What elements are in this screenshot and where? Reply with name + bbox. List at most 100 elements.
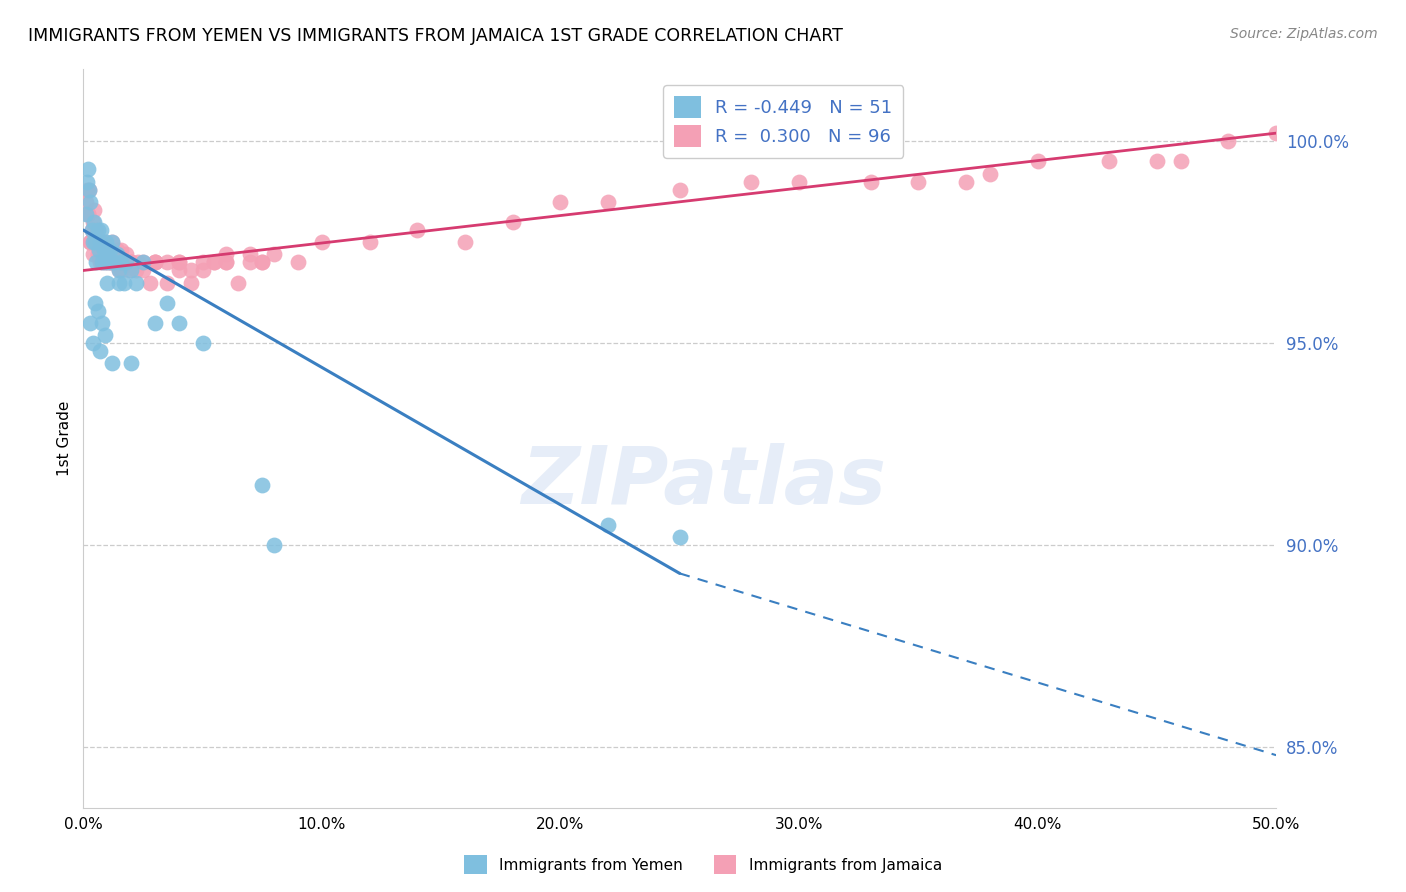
Point: [454, 235, 477, 250]
Point: [79, 235, 101, 250]
Point: [115, 247, 138, 261]
Point: [263, 538, 285, 552]
Point: [110, 263, 132, 277]
Point: [406, 223, 429, 237]
Point: [77, 207, 100, 221]
Point: [80, 223, 103, 237]
Point: [86, 223, 108, 237]
Point: [143, 255, 166, 269]
Point: [108, 263, 131, 277]
Point: [93, 244, 115, 258]
Point: [77, 162, 100, 177]
Point: [76, 175, 98, 189]
Point: [101, 235, 124, 250]
Point: [1218, 134, 1240, 148]
Point: [250, 255, 273, 269]
Point: [103, 255, 125, 269]
Point: [80, 223, 103, 237]
Point: [96, 247, 118, 261]
Point: [110, 244, 132, 258]
Point: [112, 255, 135, 269]
Point: [263, 247, 285, 261]
Point: [1146, 154, 1168, 169]
Point: [94, 255, 117, 269]
Point: [250, 477, 273, 491]
Point: [156, 295, 179, 310]
Point: [311, 235, 333, 250]
Point: [101, 235, 124, 250]
Point: [180, 263, 202, 277]
Point: [84, 295, 107, 310]
Point: [117, 263, 139, 277]
Point: [115, 255, 138, 269]
Point: [287, 255, 309, 269]
Point: [359, 235, 381, 250]
Point: [94, 328, 117, 343]
Point: [191, 255, 214, 269]
Point: [550, 194, 572, 209]
Text: Source: ZipAtlas.com: Source: ZipAtlas.com: [1230, 27, 1378, 41]
Point: [77, 207, 100, 221]
Point: [96, 276, 118, 290]
Point: [84, 235, 107, 250]
Point: [86, 223, 108, 237]
Point: [91, 247, 114, 261]
Point: [84, 223, 107, 237]
Point: [127, 255, 149, 269]
Point: [1265, 126, 1288, 140]
Point: [180, 276, 202, 290]
Point: [89, 344, 111, 359]
Point: [101, 255, 124, 269]
Point: [167, 263, 190, 277]
Point: [87, 244, 110, 258]
Point: [82, 336, 104, 351]
Point: [156, 255, 179, 269]
Point: [94, 247, 117, 261]
Point: [1098, 154, 1121, 169]
Y-axis label: 1st Grade: 1st Grade: [58, 401, 72, 475]
Point: [125, 276, 148, 290]
Point: [1170, 154, 1192, 169]
Point: [89, 235, 111, 250]
Point: [82, 235, 104, 250]
Point: [86, 247, 108, 261]
Point: [191, 336, 214, 351]
Point: [86, 304, 108, 318]
Point: [215, 255, 238, 269]
Point: [191, 263, 214, 277]
Point: [76, 183, 98, 197]
Point: [139, 276, 162, 290]
Point: [120, 255, 142, 269]
Point: [120, 255, 142, 269]
Legend: Immigrants from Yemen, Immigrants from Jamaica: Immigrants from Yemen, Immigrants from J…: [458, 849, 948, 880]
Point: [94, 255, 117, 269]
Point: [94, 244, 117, 258]
Point: [90, 223, 112, 237]
Point: [239, 247, 262, 261]
Point: [132, 255, 155, 269]
Point: [97, 255, 120, 269]
Point: [1026, 154, 1049, 169]
Point: [143, 255, 166, 269]
Point: [86, 247, 108, 261]
Point: [105, 244, 128, 258]
Text: ZIPatlas: ZIPatlas: [522, 443, 886, 522]
Point: [96, 247, 118, 261]
Point: [668, 183, 690, 197]
Point: [101, 356, 124, 370]
Point: [83, 202, 105, 217]
Point: [91, 255, 114, 269]
Point: [98, 244, 121, 258]
Point: [143, 316, 166, 330]
Point: [120, 263, 142, 277]
Point: [167, 316, 190, 330]
Point: [87, 235, 110, 250]
Point: [108, 247, 131, 261]
Point: [907, 175, 929, 189]
Point: [740, 175, 762, 189]
Point: [82, 247, 104, 261]
Point: [228, 276, 250, 290]
Point: [108, 255, 131, 269]
Legend: R = -0.449   N = 51, R =  0.300   N = 96: R = -0.449 N = 51, R = 0.300 N = 96: [664, 85, 903, 158]
Text: IMMIGRANTS FROM YEMEN VS IMMIGRANTS FROM JAMAICA 1ST GRADE CORRELATION CHART: IMMIGRANTS FROM YEMEN VS IMMIGRANTS FROM…: [28, 27, 844, 45]
